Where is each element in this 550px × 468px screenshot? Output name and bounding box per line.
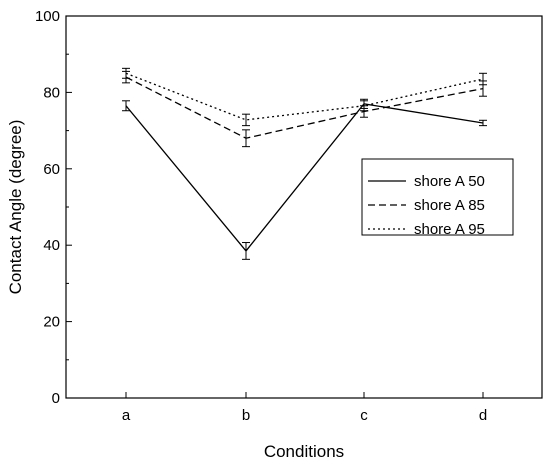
y-tick-label: 20 bbox=[43, 314, 60, 331]
x-tick-label: d bbox=[479, 407, 487, 424]
x-tick-label: c bbox=[360, 407, 368, 424]
legend-label: shore A 85 bbox=[414, 197, 485, 214]
y-tick-label: 80 bbox=[43, 84, 60, 101]
y-tick-label: 100 bbox=[35, 8, 60, 25]
y-axis: 0 20 40 60 80 100 bbox=[35, 8, 72, 407]
x-axis-title: Conditions bbox=[264, 442, 344, 461]
series-line bbox=[125, 103, 484, 252]
legend-label: shore A 95 bbox=[414, 221, 485, 238]
y-tick-label: 0 bbox=[52, 390, 60, 407]
series-layer bbox=[122, 67, 487, 260]
legend: shore A 50 shore A 85 shore A 95 bbox=[361, 158, 514, 238]
y-axis-title: Contact Angle (degree) bbox=[6, 120, 25, 295]
legend-label: shore A 50 bbox=[414, 173, 485, 190]
legend-box bbox=[361, 158, 514, 236]
x-axis: a b c d bbox=[122, 392, 487, 424]
x-tick-label: b bbox=[242, 407, 250, 424]
series-line bbox=[125, 76, 484, 139]
y-tick-label: 60 bbox=[43, 161, 60, 178]
series-line bbox=[125, 72, 484, 121]
y-tick-label: 40 bbox=[43, 237, 60, 254]
x-tick-label: a bbox=[122, 407, 131, 424]
